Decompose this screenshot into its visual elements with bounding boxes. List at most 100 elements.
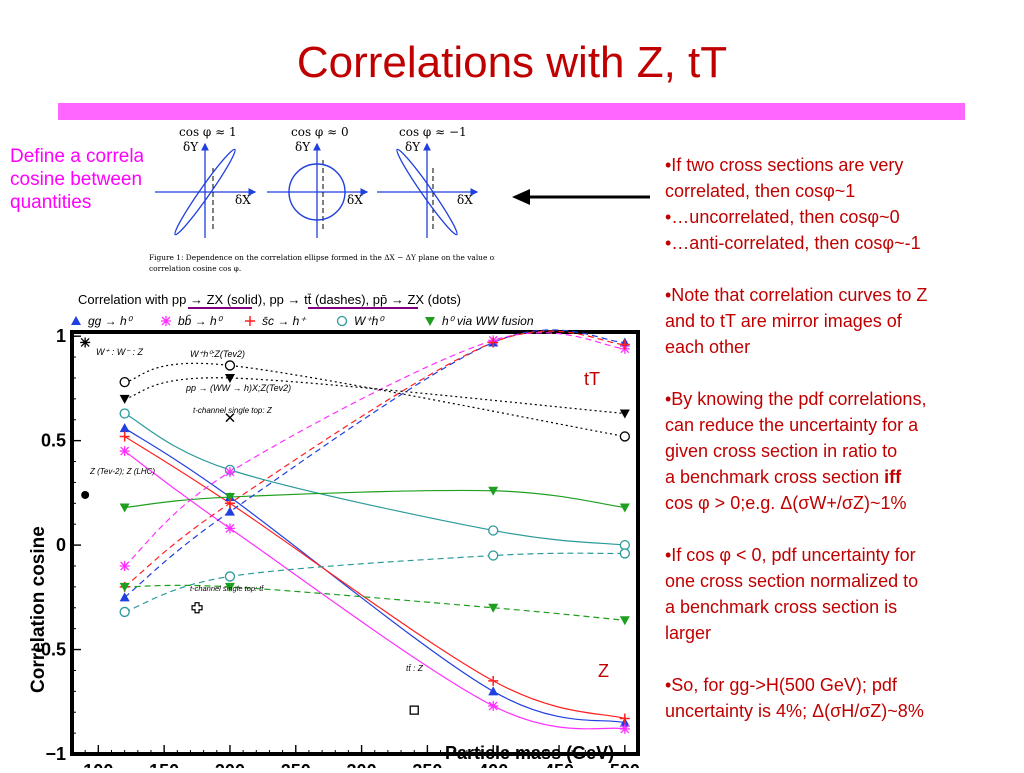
bullet-line: •If two cross sections are very (665, 155, 904, 175)
ellipse-figure: cos φ ≈ 1 δY δX cos φ ≈ 0 δY δX cos φ ≈ … (143, 120, 511, 278)
data-point (488, 700, 499, 711)
bullet-group-example: •So, for gg->H(500 GeV); pdf uncertainty… (665, 672, 1015, 724)
data-point (224, 373, 235, 383)
panel3-label: cos φ ≈ −1 (399, 125, 467, 139)
data-point (119, 376, 130, 388)
panel3-ellipse (396, 148, 458, 236)
plot-annotation: Z (Tev-2); Z (LHC) (89, 467, 155, 476)
legend-marker (245, 316, 255, 326)
series-line (124, 427, 625, 724)
series-line (124, 435, 626, 720)
data-point (224, 506, 235, 516)
bullet-line: uncertainty is 4%; Δ(σH/σZ)~8% (665, 701, 924, 721)
data-point (619, 723, 630, 734)
bullet-line: •So, for gg->H(500 GeV); pdf (665, 675, 897, 695)
data-point (619, 713, 630, 724)
legend-marker (161, 316, 171, 326)
bullet-line: a benchmark cross section iff (665, 464, 1015, 490)
bullet-line: correlated, then cosφ~1 (665, 181, 856, 201)
data-point (619, 548, 630, 559)
x-tick-label: 300 (347, 761, 377, 768)
series-line (124, 332, 625, 567)
y-tick-label: 0.5 (41, 431, 66, 451)
data-point (224, 360, 236, 371)
ellipse-figure-svg: cos φ ≈ 1 δY δX cos φ ≈ 0 δY δX cos φ ≈ … (149, 125, 511, 273)
plot-annotations: W⁺ : W⁻ : Z W⁺h⁰:Z(Tev2) pp → (WW → h)X;Z(… (89, 347, 609, 681)
plot-annotation: t-channel single top: Z (193, 406, 273, 415)
legend-label: s̄c → h⁺ (262, 314, 307, 328)
data-point (619, 339, 630, 350)
data-point (619, 431, 630, 442)
x-tick-label: 250 (281, 761, 311, 768)
panel1-xlabel: δX (235, 193, 251, 207)
bullet-text: a benchmark cross section (665, 467, 885, 487)
annotation-marker (225, 413, 235, 423)
data-point (119, 582, 130, 592)
plot-markers (80, 335, 630, 734)
data-point (619, 539, 630, 551)
annotation-marker (409, 705, 419, 715)
bullet-line: •Note that correlation curves to Z (665, 285, 928, 305)
slide-title: Correlations with Z, tT (296, 38, 728, 87)
bullet-group-negative: •If cos φ < 0, pdf uncertainty for one c… (665, 542, 1015, 646)
legend-label: bb̄ → h⁰ (178, 314, 224, 328)
data-point (488, 486, 499, 496)
data-point (119, 423, 130, 433)
plot-annotation: Z (598, 661, 609, 681)
plot-annotation: W⁺h⁰:Z(Tev2) (190, 349, 245, 359)
data-point (619, 409, 630, 419)
series-line (124, 412, 625, 546)
data-point (119, 446, 130, 457)
annotation-marker (191, 602, 203, 614)
bullet-line: can reduce the uncertainty for a (665, 415, 919, 435)
series-line (124, 584, 625, 621)
plot-annotation: W⁺ : W⁻ : Z (96, 347, 143, 357)
pointer-arrow (510, 185, 660, 214)
data-point (119, 592, 130, 602)
bullet-line: one cross section normalized to (665, 571, 919, 591)
annotation-marker (81, 490, 90, 499)
y-tick-label: −0.5 (30, 640, 66, 660)
plot-ticks: 10015020025030035040045050010.50−0.5−1 (30, 326, 640, 773)
x-tick-label: 200 (215, 761, 245, 768)
legend-label: W⁺h⁰ (354, 314, 385, 328)
series-line (124, 552, 625, 613)
bullet-line: larger (665, 623, 712, 643)
data-point (119, 560, 130, 571)
figure-caption-line2: correlation cosine cos φ. (149, 264, 241, 273)
data-point (488, 550, 499, 561)
series-line (124, 489, 625, 509)
bullet-line: a benchmark cross section is (665, 597, 898, 617)
x-tick-label: 350 (412, 761, 442, 768)
plot-frame (70, 330, 640, 756)
legend-marker (336, 315, 348, 327)
series-line (124, 377, 625, 415)
data-point (119, 408, 130, 419)
data-point (224, 523, 235, 534)
data-point (488, 675, 499, 686)
bullet-line: cos φ > 0;e.g. Δ(σW+/σZ)~1% (665, 493, 907, 513)
correlation-plot: Correlation with pp → ZX (solid), pp → t… (0, 285, 660, 773)
data-point (488, 686, 499, 696)
bullet-line: •If cos φ < 0, pdf uncertainty for (665, 545, 916, 565)
data-point (119, 394, 130, 404)
panel2-circle (288, 163, 346, 221)
panel2-xlabel: δX (347, 193, 363, 207)
panel3-ylabel: δY (405, 140, 421, 154)
annotation-marker (80, 337, 91, 348)
bullet-line: •By knowing the pdf correlations, (665, 389, 927, 409)
bullet-line: •…anti-correlated, then cosφ~-1 (665, 233, 921, 253)
plot-annotation: tt̄ : Z (406, 663, 424, 673)
bullet-group-cos: •If two cross sections are very correlat… (665, 152, 1015, 256)
data-point (488, 337, 499, 348)
plot-annotation: t-channel single top: tt̄ (190, 584, 265, 593)
series-line (124, 330, 625, 588)
bullet-text-block: •If two cross sections are very correlat… (665, 152, 1015, 750)
plot-header: Correlation with pp → ZX (solid), pp → t… (78, 292, 461, 307)
x-tick-label: 150 (149, 761, 179, 768)
panel1-ellipse (174, 148, 236, 236)
x-tick-label: 500 (610, 761, 640, 768)
y-tick-label: −1 (45, 744, 66, 764)
plot-curves (124, 329, 626, 730)
bullet-line: given cross section in ratio to (665, 441, 898, 461)
